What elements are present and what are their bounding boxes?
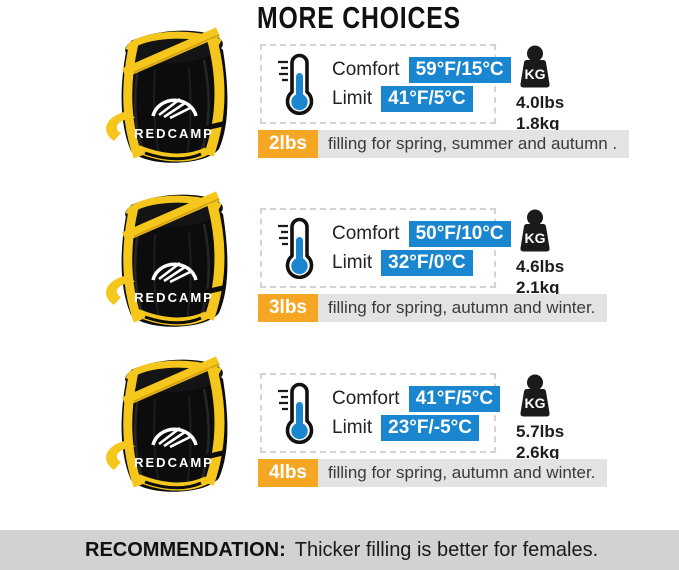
weight-lbs: 4.6lbs: [516, 257, 565, 276]
kg-badge-label: KG: [525, 230, 546, 246]
compression-sack-illustration: REDCAMP: [93, 10, 253, 170]
limit-line: Limit 23°F/-5°C: [332, 414, 500, 441]
temperature-lines: Comfort 41°F/5°C Limit 23°F/-5°C: [332, 383, 501, 444]
product-image: REDCAMP: [93, 339, 253, 499]
kettlebell-weight-icon: KG: [520, 374, 550, 417]
weight-spec: KG 4.6lbs 2.1kg: [516, 208, 616, 298]
weight-kg: 1.8kg: [516, 114, 560, 134]
kg-badge-label: KG: [525, 66, 546, 82]
weight-lbs: 4.0lbs: [516, 93, 565, 112]
weight-spec: KG 4.0lbs 1.8kg: [516, 44, 616, 134]
weight-kg: 2.1kg: [516, 278, 560, 298]
temperature-spec-box: Comfort 41°F/5°C Limit 23°F/-5°C: [260, 373, 501, 453]
fill-weight-badge: 4lbs: [258, 459, 318, 487]
temperature-lines: Comfort 50°F/10°C Limit 32°F/0°C: [332, 218, 511, 279]
product-row: REDCAMP Comfort 50°F/10°C Limit 32°F/0°C…: [0, 174, 679, 336]
brand-logo-text: REDCAMP: [134, 455, 214, 470]
recommendation-text: Thicker filling is better for females.: [294, 538, 599, 561]
page-title: MORE CHOICES: [257, 0, 461, 35]
weight-lbs: 5.7lbs: [516, 422, 565, 441]
weight-kg: 2.6kg: [516, 443, 560, 463]
temperature-spec-box: Comfort 59°F/15°C Limit 41°F/5°C: [260, 44, 511, 124]
fill-note: filling for spring, autumn and winter.: [318, 294, 608, 322]
recommendation-label: RECOMMENDATION:: [85, 538, 286, 561]
limit-line: Limit 32°F/0°C: [332, 249, 511, 276]
limit-line: Limit 41°F/5°C: [332, 85, 511, 112]
comfort-label: Comfort: [332, 58, 400, 80]
limit-value-badge: 32°F/0°C: [381, 249, 473, 276]
product-image: REDCAMP: [93, 174, 253, 334]
fill-description-bar: 2lbs filling for spring, summer and autu…: [258, 130, 630, 158]
comfort-label: Comfort: [332, 387, 400, 409]
comfort-value-badge: 50°F/10°C: [408, 220, 511, 247]
limit-value-badge: 23°F/-5°C: [381, 414, 479, 441]
kg-badge-label: KG: [525, 395, 546, 411]
kettlebell-weight-icon: KG: [520, 209, 550, 252]
comfort-line: Comfort 50°F/10°C: [332, 220, 511, 247]
fill-note: filling for spring, summer and autumn .: [318, 130, 630, 158]
recommendation-bar: RECOMMENDATION: Thicker filling is bette…: [0, 530, 679, 570]
comfort-line: Comfort 59°F/15°C: [332, 56, 511, 83]
product-row: REDCAMP Comfort 59°F/15°C Limit 41°F/5°C…: [0, 10, 679, 172]
thermometer-icon: [276, 382, 314, 445]
kettlebell-weight-icon: KG: [520, 45, 550, 88]
limit-label: Limit: [332, 87, 373, 109]
limit-label: Limit: [332, 251, 373, 273]
limit-label: Limit: [332, 416, 373, 438]
comfort-line: Comfort 41°F/5°C: [332, 385, 501, 412]
weight-spec: KG 5.7lbs 2.6kg: [516, 373, 616, 463]
thermometer-icon: [276, 53, 314, 116]
brand-logo-text: REDCAMP: [134, 126, 214, 141]
compression-sack-illustration: REDCAMP: [93, 174, 253, 334]
fill-note: filling for spring, autumn and winter.: [318, 459, 608, 487]
comfort-value-badge: 41°F/5°C: [408, 385, 501, 412]
temperature-lines: Comfort 59°F/15°C Limit 41°F/5°C: [332, 54, 511, 115]
fill-weight-badge: 2lbs: [258, 130, 318, 158]
temperature-spec-box: Comfort 50°F/10°C Limit 32°F/0°C: [260, 208, 511, 288]
limit-value-badge: 41°F/5°C: [381, 85, 473, 112]
comfort-label: Comfort: [332, 222, 400, 244]
product-row: REDCAMP Comfort 41°F/5°C Limit 23°F/-5°C…: [0, 339, 679, 501]
product-image: REDCAMP: [93, 10, 253, 170]
fill-weight-badge: 3lbs: [258, 294, 318, 322]
fill-description-bar: 3lbs filling for spring, autumn and wint…: [258, 294, 608, 322]
fill-description-bar: 4lbs filling for spring, autumn and wint…: [258, 459, 608, 487]
comfort-value-badge: 59°F/15°C: [408, 56, 511, 83]
brand-logo-text: REDCAMP: [134, 290, 214, 305]
compression-sack-illustration: REDCAMP: [93, 339, 253, 499]
thermometer-icon: [276, 217, 314, 280]
